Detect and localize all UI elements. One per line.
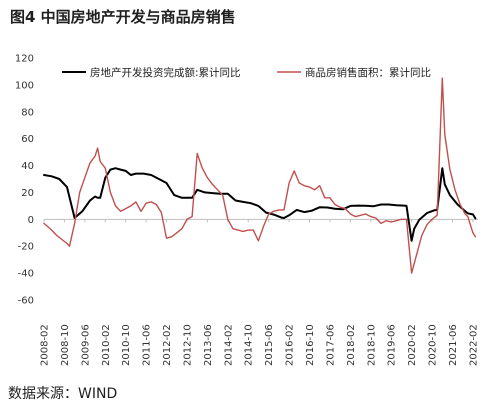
legend-label-investment: 房地产开发投资完成额:累计同比: [90, 66, 241, 79]
investment-series-line: [43, 167, 477, 242]
x-tick-label: 2015-06: [264, 324, 275, 366]
y-tick-label: 120: [15, 54, 34, 65]
x-tick-label: 2018-02: [346, 324, 357, 366]
x-tick-label: 2010-10: [121, 324, 132, 366]
x-tick-label: 2019-06: [387, 324, 398, 366]
y-tick-label: -20: [18, 242, 34, 253]
x-tick-label: 2013-06: [203, 324, 214, 366]
x-tick-label: 2016-10: [305, 324, 316, 366]
y-tick-label: 100: [15, 80, 34, 91]
x-tick-label: 2014-02: [223, 324, 234, 366]
x-tick-label: 2020-10: [428, 324, 439, 366]
y-tick-label: 60: [21, 134, 34, 145]
y-tick-label: 80: [21, 107, 34, 118]
x-tick-label: 2020-02: [407, 324, 418, 366]
series-layer: [43, 77, 477, 274]
x-tick-label: 2011-06: [142, 324, 153, 366]
y-tick-label: -40: [18, 269, 34, 280]
x-tick-label: 2018-10: [366, 324, 377, 366]
x-tick-label: 2021-06: [448, 324, 459, 366]
y-tick-label: 0: [28, 215, 34, 226]
y-tick-label: 40: [21, 161, 34, 172]
x-tick-label: 2012-10: [182, 324, 193, 366]
x-tick-label: 2009-06: [80, 324, 91, 366]
x-tick-label: 2022-02: [468, 324, 479, 366]
x-tick-label: 2014-10: [244, 324, 255, 366]
x-axis: 2008-02 2008-10 2009-06 2010-02 2010-10 2011-…: [40, 219, 479, 366]
x-tick-label: 2008-02: [40, 324, 51, 366]
y-tick-label: -60: [18, 296, 34, 307]
x-tick-label: 2008-10: [60, 324, 71, 366]
legend-label-sales: 商品房销售面积：累计同比: [305, 66, 431, 79]
sales-series-line: [43, 77, 477, 274]
chart-legend: 房地产开发投资完成额:累计同比 商品房销售面积：累计同比: [62, 66, 431, 79]
y-axis: 120 100 80 60 40 20 0 -20 -40 -60: [15, 54, 34, 307]
y-tick-label: 20: [21, 188, 34, 199]
chart-title: 图4 中国房地产开发与商品房销售: [10, 8, 236, 26]
x-tick-label: 2012-02: [162, 324, 173, 366]
data-source-note: 数据来源：WIND: [8, 386, 118, 402]
x-tick-label: 2016-02: [285, 324, 296, 366]
x-tick-label: 2017-06: [325, 324, 336, 366]
x-tick-label: 2010-02: [101, 324, 112, 366]
